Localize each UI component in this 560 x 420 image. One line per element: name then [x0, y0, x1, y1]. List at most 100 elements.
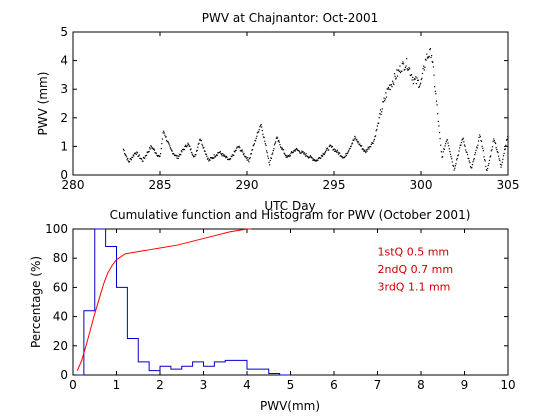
- pwv-data-point: [307, 157, 310, 159]
- pwv-data-point: [303, 153, 305, 155]
- pwv-data-point: [394, 75, 396, 77]
- pwv-data-point: [243, 153, 245, 155]
- pwv-data-point: [367, 148, 369, 150]
- pwv-data-point: [342, 157, 344, 159]
- pwv-data-point: [222, 153, 224, 155]
- pwv-data-point: [504, 148, 506, 150]
- pwv-data-point: [317, 158, 319, 160]
- pwv-data-point: [421, 77, 423, 79]
- pwv-data-point: [175, 154, 177, 156]
- pwv-data-point: [441, 156, 444, 158]
- pwv-data-point: [450, 156, 452, 158]
- pwv-data-point: [255, 140, 257, 142]
- pwv-data-point: [236, 146, 238, 148]
- pwv-data-point: [131, 156, 134, 159]
- pwv-data-point: [223, 155, 225, 157]
- pwv-data-point: [417, 79, 419, 82]
- pwv-data-point: [310, 155, 312, 158]
- pwv-data-point: [459, 147, 461, 149]
- pwv-data-point: [449, 153, 452, 155]
- pwv-data-point: [190, 148, 192, 150]
- pwv-data-point: [127, 160, 129, 162]
- bottom-plot-area: [72, 228, 509, 376]
- pwv-data-point: [370, 143, 372, 145]
- pwv-data-point: [409, 68, 411, 70]
- pwv-data-point: [482, 147, 484, 149]
- pwv-data-point: [131, 156, 133, 158]
- pwv-data-point: [386, 88, 388, 90]
- pwv-data-point: [167, 142, 170, 144]
- pwv-data-point: [277, 140, 279, 142]
- pwv-data-point: [195, 150, 198, 152]
- pwv-data-point: [275, 141, 277, 143]
- pwv-data-point: [328, 149, 330, 151]
- pwv-data-point: [417, 79, 419, 81]
- pwv-data-point: [210, 157, 212, 159]
- pwv-data-point: [240, 149, 242, 152]
- pwv-data-point: [234, 151, 236, 153]
- pwv-data-point: [148, 150, 150, 153]
- pwv-data-point: [172, 152, 174, 155]
- pwv-data-point: [401, 70, 403, 72]
- pwv-data-point: [160, 147, 162, 150]
- bottom-x-tick-label: 6: [330, 378, 338, 392]
- pwv-data-point: [124, 152, 126, 155]
- pwv-data-point: [436, 104, 438, 106]
- bottom-x-tick-label: 7: [374, 378, 382, 392]
- pwv-data-point: [398, 69, 400, 71]
- pwv-data-point: [341, 155, 343, 158]
- pwv-data-point: [438, 125, 440, 127]
- pwv-data-point: [379, 109, 382, 111]
- pwv-data-point: [307, 156, 309, 158]
- pwv-data-point: [424, 58, 427, 61]
- pwv-data-point: [225, 157, 227, 159]
- pwv-data-point: [166, 139, 168, 142]
- pwv-data-point: [373, 140, 375, 142]
- pwv-data-point: [459, 144, 461, 146]
- pwv-data-point: [362, 149, 365, 151]
- pwv-data-point: [162, 132, 164, 134]
- pwv-data-point: [420, 79, 422, 81]
- pwv-data-point: [350, 145, 352, 148]
- pwv-data-point: [398, 70, 400, 73]
- pwv-data-point: [382, 101, 384, 103]
- pwv-data-point: [249, 156, 251, 159]
- pwv-data-point: [457, 154, 460, 156]
- pwv-data-point: [178, 155, 180, 157]
- pwv-data-point: [150, 146, 153, 148]
- pwv-data-point: [204, 150, 206, 153]
- pwv-data-point: [160, 153, 162, 155]
- top-y-tick-label: 2: [60, 111, 68, 125]
- pwv-data-point: [143, 157, 145, 159]
- pwv-data-point: [278, 141, 280, 143]
- pwv-data-point: [128, 161, 131, 163]
- pwv-data-point: [295, 147, 298, 150]
- pwv-data-point: [287, 155, 290, 157]
- pwv-data-point: [400, 70, 402, 72]
- pwv-data-point: [483, 156, 485, 158]
- pwv-data-point: [339, 155, 341, 157]
- pwv-data-point: [439, 137, 441, 140]
- pwv-data-point: [426, 53, 428, 55]
- pwv-data-point: [165, 136, 167, 138]
- pwv-data-point: [464, 145, 466, 147]
- pwv-data-point: [342, 157, 344, 159]
- bottom-x-tick-label: 2: [156, 378, 164, 392]
- pwv-data-point: [124, 154, 126, 156]
- pwv-data-point: [437, 113, 439, 115]
- pwv-data-point: [296, 148, 298, 150]
- pwv-data-point: [275, 137, 277, 139]
- pwv-data-point: [179, 153, 181, 155]
- pwv-data-point: [269, 159, 271, 162]
- pwv-data-point: [422, 67, 424, 70]
- pwv-data-point: [443, 148, 446, 151]
- pwv-data-point: [428, 55, 430, 57]
- pwv-data-point: [451, 158, 453, 160]
- pwv-data-point: [320, 155, 322, 157]
- pwv-data-point: [503, 152, 505, 155]
- pwv-data-point: [427, 56, 429, 58]
- pwv-data-point: [410, 74, 413, 76]
- bottom-x-axis-label: PWV(mm): [260, 399, 320, 413]
